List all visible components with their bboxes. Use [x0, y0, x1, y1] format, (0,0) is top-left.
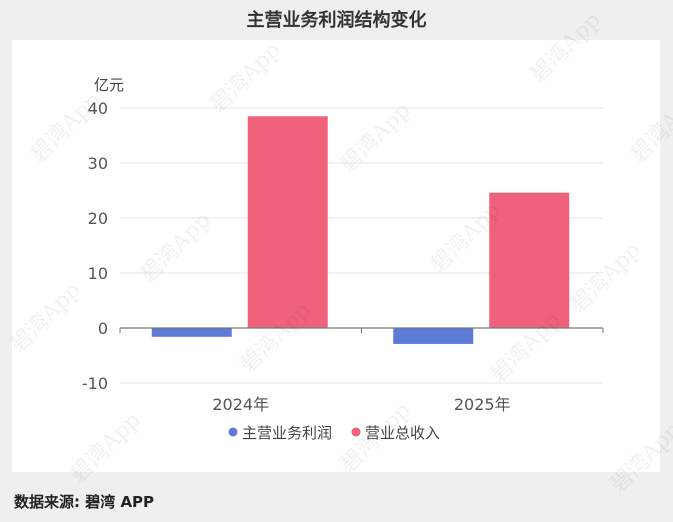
legend-item[interactable]: 营业总收入 — [351, 424, 441, 442]
legend-label: 营业总收入 — [365, 424, 440, 442]
legend-swatch — [228, 427, 238, 437]
legend: 主营业务利润 营业总收入 — [228, 424, 441, 442]
y-tick-label: 20 — [88, 209, 108, 228]
legend-item[interactable]: 主营业务利润 — [228, 424, 333, 442]
bar — [393, 328, 474, 344]
y-tick-label: 40 — [88, 99, 108, 118]
chart-svg: -10 0 10 20 30 40 亿元 2024年 2025年 主营业务利润 营业总收入 — [82, 76, 604, 442]
y-tick-label: 30 — [88, 154, 108, 173]
x-tick-label: 2025年 — [454, 395, 511, 414]
x-tick-label: 2024年 — [212, 395, 269, 414]
legend-label: 主营业务利润 — [242, 424, 332, 442]
bar — [489, 192, 570, 328]
x-axis — [119, 327, 604, 333]
y-tick-labels: -10 0 10 20 30 40 — [82, 99, 108, 393]
bar — [247, 116, 328, 328]
y-tick-label: -10 — [82, 374, 108, 393]
x-tick-labels: 2024年 2025年 — [212, 395, 510, 414]
bars — [151, 116, 570, 344]
chart-title: 主营业务利润结构变化 — [246, 10, 427, 31]
y-tick-label: 0 — [98, 319, 108, 338]
y-tick-label: 10 — [88, 264, 108, 283]
bar — [151, 328, 232, 337]
data-source: 数据来源: 碧湾 APP — [14, 493, 155, 511]
y-axis-label: 亿元 — [94, 76, 124, 94]
legend-swatch — [351, 427, 361, 437]
